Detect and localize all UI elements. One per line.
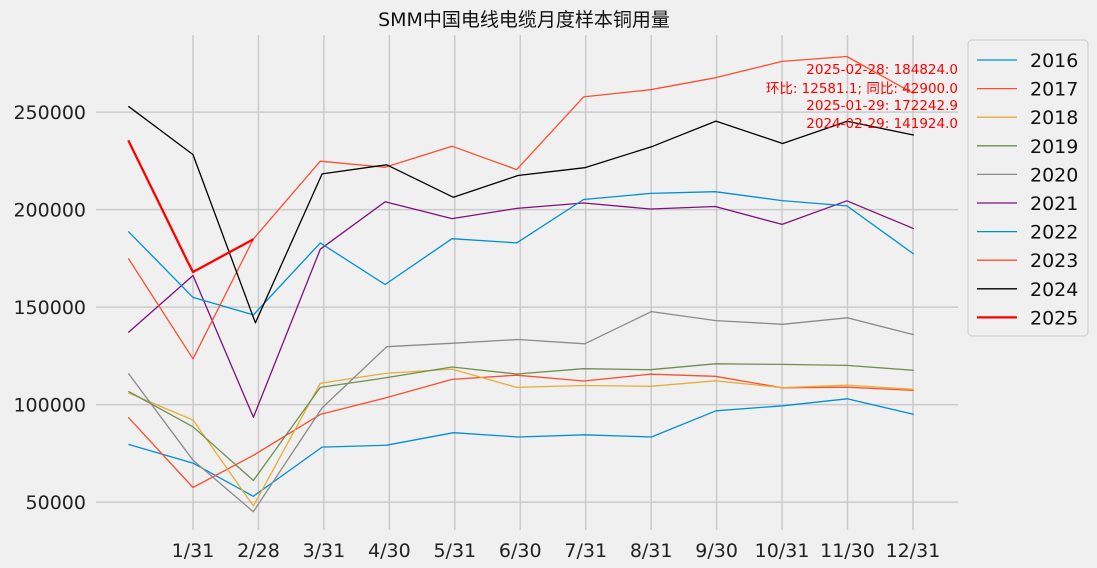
- x-tick-label: 2/28: [237, 540, 280, 562]
- legend-label-2016: 2016: [1030, 50, 1078, 72]
- y-tick-label: 250000: [13, 102, 86, 124]
- legend-label-2019: 2019: [1030, 136, 1078, 158]
- legend-box: [967, 39, 1089, 337]
- x-tick-label: 12/31: [886, 540, 941, 562]
- x-tick-label: 6/30: [499, 540, 542, 562]
- x-tick-label: 3/31: [303, 540, 346, 562]
- legend: 2016 2017 2018 2019 2020 2021 2022 2023 2024 2025: [967, 39, 1089, 337]
- series-line-2020: [127, 310, 915, 513]
- legend-label-2018: 2018: [1030, 107, 1078, 129]
- x-tick-label: 9/30: [695, 540, 738, 562]
- x-tick-label: 5/31: [433, 540, 476, 562]
- annotation-text: 2025-02-28: 184824.0: [806, 62, 958, 78]
- annotation-text: 2024-02-29: 141924.0: [806, 116, 958, 132]
- legend-label-2025: 2025: [1030, 307, 1078, 329]
- x-tick-label: 7/31: [564, 540, 607, 562]
- series-line-2018: [128, 368, 914, 507]
- legend-label-2023: 2023: [1030, 250, 1078, 272]
- legend-label-2024: 2024: [1030, 279, 1078, 301]
- series-line-2019: [127, 363, 914, 482]
- series-line-2021: [127, 200, 915, 418]
- grid: [96, 35, 958, 530]
- y-tick-label: 200000: [13, 200, 86, 222]
- x-tick-label: 1/31: [172, 540, 215, 562]
- legend-label-2017: 2017: [1030, 79, 1078, 101]
- y-tick-label: 100000: [13, 395, 86, 417]
- x-tick-label: 11/30: [820, 540, 875, 562]
- legend-label-2021: 2021: [1030, 193, 1078, 215]
- legend-label-2022: 2022: [1030, 222, 1078, 244]
- series-line-2022: [127, 191, 915, 316]
- annotation-text: 2025-01-29: 172242.9: [806, 98, 958, 114]
- axes: 50000 100000 150000 200000 250000 1/31 2/28 3/3…: [13, 102, 940, 562]
- x-tick-label: 4/30: [368, 540, 411, 562]
- x-tick-label: 10/31: [755, 540, 810, 562]
- series-line-2023: [127, 55, 915, 360]
- x-tick-label: 8/31: [630, 540, 673, 562]
- series-line-2025: [127, 139, 254, 274]
- series-line-2024: [128, 105, 915, 324]
- series-lines: [127, 55, 915, 513]
- legend-label-2020: 2020: [1030, 164, 1078, 186]
- annotation-text: 环比: 12581.1; 同比: 42900.0: [766, 81, 958, 97]
- y-tick-label: 50000: [26, 492, 86, 514]
- y-tick-label: 150000: [13, 297, 86, 319]
- series-line-2016: [128, 398, 915, 497]
- annotations: 2025-02-28: 184824.0 环比: 12581.1; 同比: 429…: [766, 62, 958, 132]
- series-line-2017: [127, 373, 914, 489]
- chart-title: SMM中国电线电缆月度样本铜用量: [378, 9, 670, 31]
